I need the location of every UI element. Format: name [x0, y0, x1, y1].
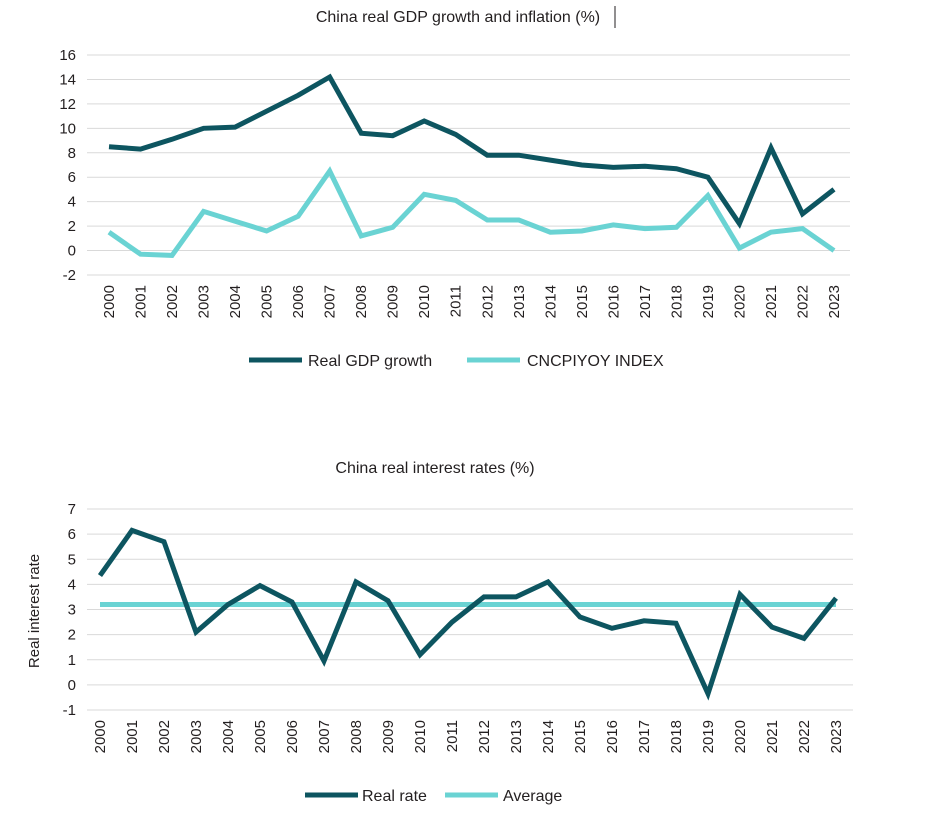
- x-tick-label: 2013: [511, 285, 528, 318]
- x-tick-labels: 2000 2001 2002 2003 2004 2005 2006 2007 2008 2009…: [92, 720, 845, 753]
- series-line-cncpiyoy-index: [107, 166, 836, 258]
- x-tick-label: 2002: [156, 720, 173, 753]
- x-tick-label: 2005: [259, 285, 276, 318]
- x-tick-label: 2008: [348, 720, 365, 753]
- x-tick-label: 2010: [416, 285, 433, 318]
- legend-label-average: Average: [503, 788, 562, 805]
- y-axis-label: Real interest rate: [26, 554, 43, 668]
- y-tick-label: 2: [68, 627, 76, 644]
- x-tick-label: 2016: [604, 720, 621, 753]
- grid-lines: [87, 54, 850, 276]
- x-tick-label: 2018: [668, 285, 685, 318]
- x-tick-label: 2017: [636, 720, 653, 753]
- x-tick-label: 2015: [572, 720, 589, 753]
- y-tick-label: 8: [68, 145, 76, 162]
- legend-label-cncpiyoy-index: CNCPIYOY INDEX: [527, 353, 664, 370]
- x-tick-labels: 2000 2001 2002 2003 2004 2005 2006 2007 2008 2009…: [101, 285, 843, 318]
- x-tick-label: 2009: [385, 285, 402, 318]
- x-tick-label: 2021: [764, 720, 781, 753]
- y-tick-label: 14: [59, 71, 76, 88]
- series-lines: [97, 527, 838, 701]
- y-tick-label: 5: [68, 551, 76, 568]
- x-tick-label: 2022: [794, 285, 811, 318]
- y-tick-label: 7: [68, 501, 76, 518]
- x-tick-label: 2000: [101, 285, 118, 318]
- legend-label-real-gdp-growth: Real GDP growth: [308, 353, 432, 370]
- x-tick-label: 2015: [574, 285, 591, 318]
- y-tick-label: 0: [68, 677, 76, 694]
- x-tick-label: 2014: [540, 720, 557, 753]
- gdp-inflation-chart: China real GDP growth and inflation (%) …: [59, 6, 850, 370]
- x-tick-label: 2020: [732, 720, 749, 753]
- y-tick-label: 3: [68, 602, 76, 619]
- x-tick-label: 2006: [290, 285, 307, 318]
- x-tick-label: 2014: [542, 285, 559, 318]
- x-tick-label: 2004: [220, 720, 237, 753]
- x-tick-label: 2007: [322, 285, 339, 318]
- x-tick-label: 2011: [444, 720, 461, 752]
- series-lines: [107, 73, 836, 258]
- legend-label-real-rate: Real rate: [362, 788, 427, 805]
- real-interest-rate-chart: China real interest rates (%) Real inter…: [26, 460, 853, 805]
- x-tick-label: 2000: [92, 720, 109, 753]
- y-tick-label: 0: [68, 243, 76, 260]
- x-tick-label: 2002: [164, 285, 181, 318]
- y-tick-label: 6: [68, 526, 76, 543]
- x-tick-label: 2013: [508, 720, 525, 753]
- x-tick-label: 2019: [700, 285, 717, 318]
- y-tick-label: 1: [68, 652, 76, 669]
- y-tick-label: 4: [68, 194, 76, 211]
- x-tick-label: 2017: [637, 285, 654, 318]
- y-tick-label: -1: [63, 702, 76, 719]
- series-line-real-rate: [97, 527, 838, 701]
- x-tick-label: 2006: [284, 720, 301, 753]
- chart-title: China real GDP growth and inflation (%): [316, 9, 600, 26]
- x-tick-label: 2003: [188, 720, 205, 753]
- y-tick-label: 2: [68, 218, 76, 235]
- x-tick-label: 2023: [828, 720, 845, 753]
- x-tick-label: 2018: [668, 720, 685, 753]
- x-tick-label: 2019: [700, 720, 717, 753]
- y-tick-label: 6: [68, 169, 76, 186]
- y-tick-labels: -1 0 1 2 3 4 5 6 7: [63, 501, 76, 719]
- x-tick-label: 2004: [227, 285, 244, 318]
- x-tick-label: 2009: [380, 720, 397, 753]
- y-tick-label: 16: [59, 47, 76, 64]
- x-tick-label: 2023: [826, 285, 843, 318]
- y-tick-label: 10: [59, 120, 76, 137]
- chart-title: China real interest rates (%): [335, 460, 534, 477]
- series-line-real-gdp-growth: [108, 73, 836, 229]
- x-tick-label: 2008: [353, 285, 370, 318]
- y-tick-label: -2: [63, 267, 76, 284]
- x-tick-label: 2001: [124, 720, 141, 753]
- x-tick-label: 2011: [448, 285, 465, 317]
- y-tick-label: 12: [59, 96, 76, 113]
- y-tick-label: 4: [68, 576, 76, 593]
- x-tick-label: 2001: [133, 285, 150, 318]
- x-tick-label: 2022: [796, 720, 813, 753]
- legend: Real rate Average: [305, 788, 562, 805]
- x-tick-label: 2012: [479, 285, 496, 318]
- x-tick-label: 2020: [731, 285, 748, 318]
- x-tick-label: 2003: [196, 285, 213, 318]
- x-tick-label: 2005: [252, 720, 269, 753]
- x-tick-label: 2021: [763, 285, 780, 318]
- x-tick-label: 2012: [476, 720, 493, 753]
- legend: Real GDP growth CNCPIYOY INDEX: [249, 353, 664, 370]
- grid-lines: [87, 508, 853, 711]
- y-tick-labels: -2 0 2 4 6 8 10 12 14 16: [59, 47, 76, 284]
- x-tick-label: 2010: [412, 720, 429, 753]
- x-tick-label: 2016: [605, 285, 622, 318]
- x-tick-label: 2007: [316, 720, 333, 753]
